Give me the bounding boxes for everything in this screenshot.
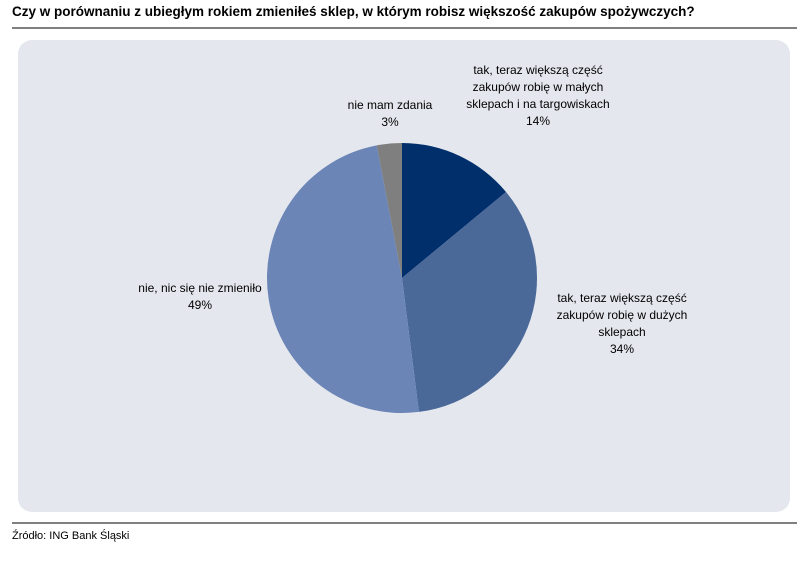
pie-slice <box>376 143 402 278</box>
pie-slice <box>267 145 419 413</box>
value-label: 3% <box>381 115 399 129</box>
pie-slice <box>402 191 537 412</box>
pie <box>267 143 537 413</box>
value-label: 34% <box>609 342 635 356</box>
category-label: tak, teraz większą część zakupów robię w… <box>556 291 688 339</box>
slice-label: nie, nic się nie zmieniło 49% <box>125 280 275 314</box>
slice-label: tak, teraz większą część zakupów robię w… <box>542 290 702 358</box>
pie-slice <box>402 143 507 278</box>
slice-label: tak, teraz większą część zakupów robię w… <box>453 62 623 130</box>
category-label: tak, teraz większą część zakupów robię w… <box>466 63 610 111</box>
chart-title: Czy w porównaniu z ubiegłym rokiem zmien… <box>12 4 695 19</box>
slice-label: nie mam zdania 3% <box>330 97 450 131</box>
value-label: 14% <box>525 114 551 128</box>
value-label: 49% <box>187 298 213 312</box>
source: Źródło: ING Bank Śląski <box>12 530 130 542</box>
category-label: nie mam zdania <box>347 98 433 112</box>
category-label: nie, nic się nie zmieniło <box>138 281 262 295</box>
